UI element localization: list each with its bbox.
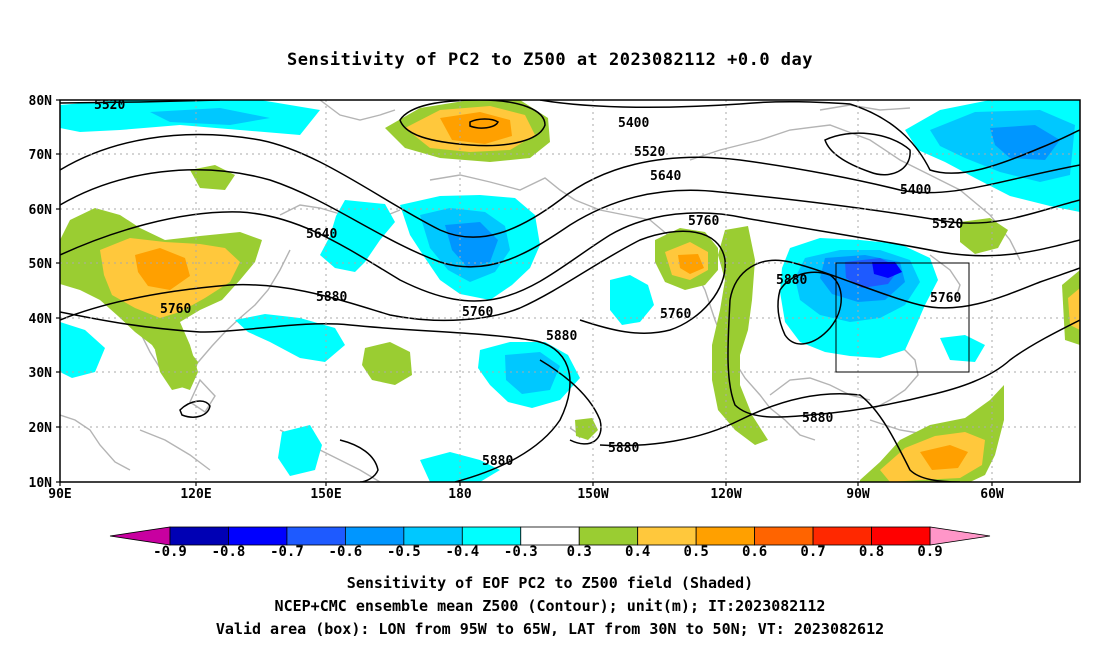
contour-label: 5760 [160, 302, 191, 317]
colorbar-label: -0.4 [445, 544, 479, 560]
colorbar-cell [344, 526, 405, 546]
contour-label: 5400 [900, 183, 931, 198]
lat-lon-grid [60, 100, 1080, 482]
contour-label: 5760 [462, 305, 493, 320]
colorbar-label: 0.8 [859, 544, 884, 560]
colorbar-label: -0.8 [212, 544, 246, 560]
lat-label: 80N [29, 94, 53, 109]
colorbar-cell [403, 526, 463, 546]
lat-label: 50N [29, 257, 53, 272]
latitude-labels: 80N 70N 60N 50N 40N 30N 20N 10N [29, 94, 53, 491]
contour-label: 5880 [802, 411, 833, 426]
colorbar-label: 0.6 [742, 544, 767, 560]
lat-label: 30N [29, 366, 53, 381]
lat-label: 40N [29, 312, 53, 327]
contour-label: 5880 [546, 329, 577, 344]
colorbar-low-end [109, 526, 171, 546]
contour-label: 5760 [930, 291, 961, 306]
contour-label: 5880 [316, 290, 347, 305]
colorbar-cell [871, 526, 931, 546]
colorbar-cell [754, 526, 814, 546]
lon-label: 120E [180, 487, 211, 502]
contour-label: 5520 [932, 217, 963, 232]
colorbar-cell [169, 526, 229, 546]
contour-label: 5640 [650, 169, 681, 184]
contour-label: 5760 [660, 307, 691, 322]
colorbar-label: -0.9 [153, 544, 187, 560]
contour-label: 5520 [94, 98, 125, 113]
lat-label: 60N [29, 203, 53, 218]
valid-area-box [835, 262, 970, 373]
contour-label: 5760 [688, 214, 719, 229]
lat-label: 10N [29, 476, 53, 491]
colorbar-label: 0.4 [625, 544, 650, 560]
contour-label: 5880 [608, 441, 639, 456]
lat-label: 20N [29, 421, 53, 436]
contour-label: 5640 [306, 227, 337, 242]
lon-label: 150E [310, 487, 341, 502]
colorbar-cell [578, 526, 639, 546]
colorbar-cell [228, 526, 288, 546]
colorbar: -0.9 -0.8 -0.7 -0.6 -0.5 -0.4 -0.3 0.3 0.4 0.5 0.6… [109, 526, 991, 560]
map-title: Sensitivity of PC2 to Z500 at 2023082112… [286, 50, 813, 70]
shaded-field: 5520 5400 5520 5640 5640 5760 5880 5760 … [60, 98, 1080, 482]
lon-label: 150W [577, 487, 608, 502]
lat-label: 70N [29, 148, 53, 163]
colorbar-label: 0.9 [917, 544, 942, 560]
colorbar-label: -0.6 [329, 544, 363, 560]
colorbar-cell [812, 526, 872, 546]
colorbar-label: -0.5 [387, 544, 421, 560]
contour-labels: 5520 5400 5520 5640 5640 5760 5880 5760 … [94, 98, 963, 469]
colorbar-cell [461, 526, 522, 546]
contour-label: 5400 [618, 116, 649, 131]
colorbar-label: 0.7 [800, 544, 825, 560]
z500-contours [60, 100, 1080, 482]
colorbar-label: 0.5 [684, 544, 709, 560]
longitude-labels: 90E 120E 150E 180 150W 120W 90W 60W [48, 487, 1004, 502]
colorbar-label: -0.3 [504, 544, 538, 560]
caption-valid-area: Valid area (box): LON from 95W to 65W, L… [215, 620, 885, 638]
colorbar-label: -0.7 [270, 544, 304, 560]
colorbar-high-end [929, 526, 991, 546]
caption-shaded: Sensitivity of EOF PC2 to Z500 field (Sh… [346, 574, 754, 592]
lon-label: 120W [710, 487, 741, 502]
axis-ticks [56, 99, 993, 486]
colorbar-cell [637, 526, 697, 546]
contour-label: 5520 [634, 145, 665, 160]
contour-label: 5880 [776, 273, 807, 288]
colorbar-cell [520, 526, 580, 546]
map-frame [59, 99, 1081, 483]
lon-label: 90W [846, 487, 870, 502]
colorbar-cell [695, 526, 756, 546]
lon-label: 60W [980, 487, 1004, 502]
colorbar-cell [286, 526, 346, 546]
lon-label: 180 [448, 487, 472, 502]
contour-label: 5880 [482, 454, 513, 469]
caption-contour: NCEP+CMC ensemble mean Z500 (Contour); u… [274, 597, 826, 615]
colorbar-label: 0.3 [567, 544, 592, 560]
lon-label: 90E [48, 487, 71, 502]
